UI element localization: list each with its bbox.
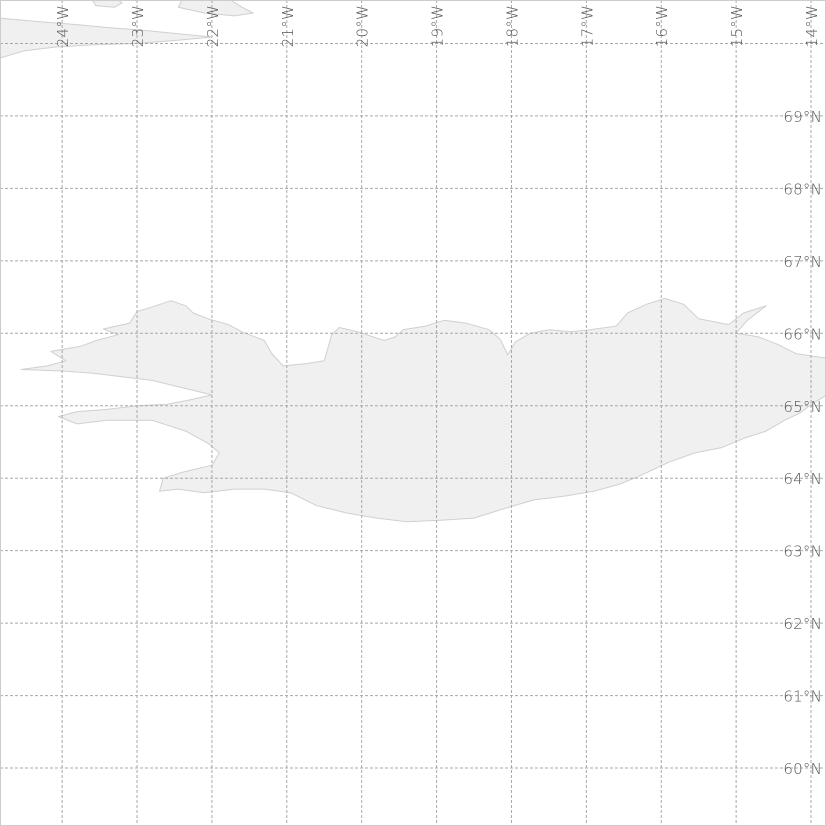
parallel-label: 61°N	[783, 688, 822, 706]
meridian-label: 15°W	[728, 5, 746, 47]
parallel-label: 69°N	[783, 108, 822, 126]
greenland-north-a-landmass	[91, 0, 123, 8]
meridian-label: 14°W	[803, 5, 821, 47]
parallel-label: 63°N	[783, 543, 822, 561]
iceland-landmass	[20, 298, 826, 523]
parallel-label: 67°N	[783, 253, 822, 271]
land-layer	[0, 0, 826, 523]
meridian-label: 16°W	[653, 5, 671, 47]
meridian-label: 22°W	[204, 5, 222, 47]
meridian-label: 17°W	[578, 5, 596, 47]
parallel-label: 66°N	[783, 325, 822, 343]
parallel-label: 64°N	[783, 470, 822, 488]
meridian-label: 24°W	[54, 5, 72, 47]
parallel-label: 60°N	[783, 760, 822, 778]
graticule-labels: 24°W 23°W 22°W 21°W 20°W 19°W 18°W 17°W 16°W 15°W…	[54, 5, 822, 778]
parallel-label: 65°N	[783, 398, 822, 416]
parallel-label: 62°N	[783, 615, 822, 633]
meridian-label: 21°W	[279, 5, 297, 47]
meridian-label: 23°W	[129, 5, 147, 47]
parallel-label: 68°N	[783, 180, 822, 198]
greenland-north-b-landmass	[177, 0, 254, 17]
meridian-label: 18°W	[504, 5, 522, 47]
meridian-label: 20°W	[354, 5, 372, 47]
greenland-coast-landmass	[0, 17, 213, 59]
meridian-label: 19°W	[429, 5, 447, 47]
